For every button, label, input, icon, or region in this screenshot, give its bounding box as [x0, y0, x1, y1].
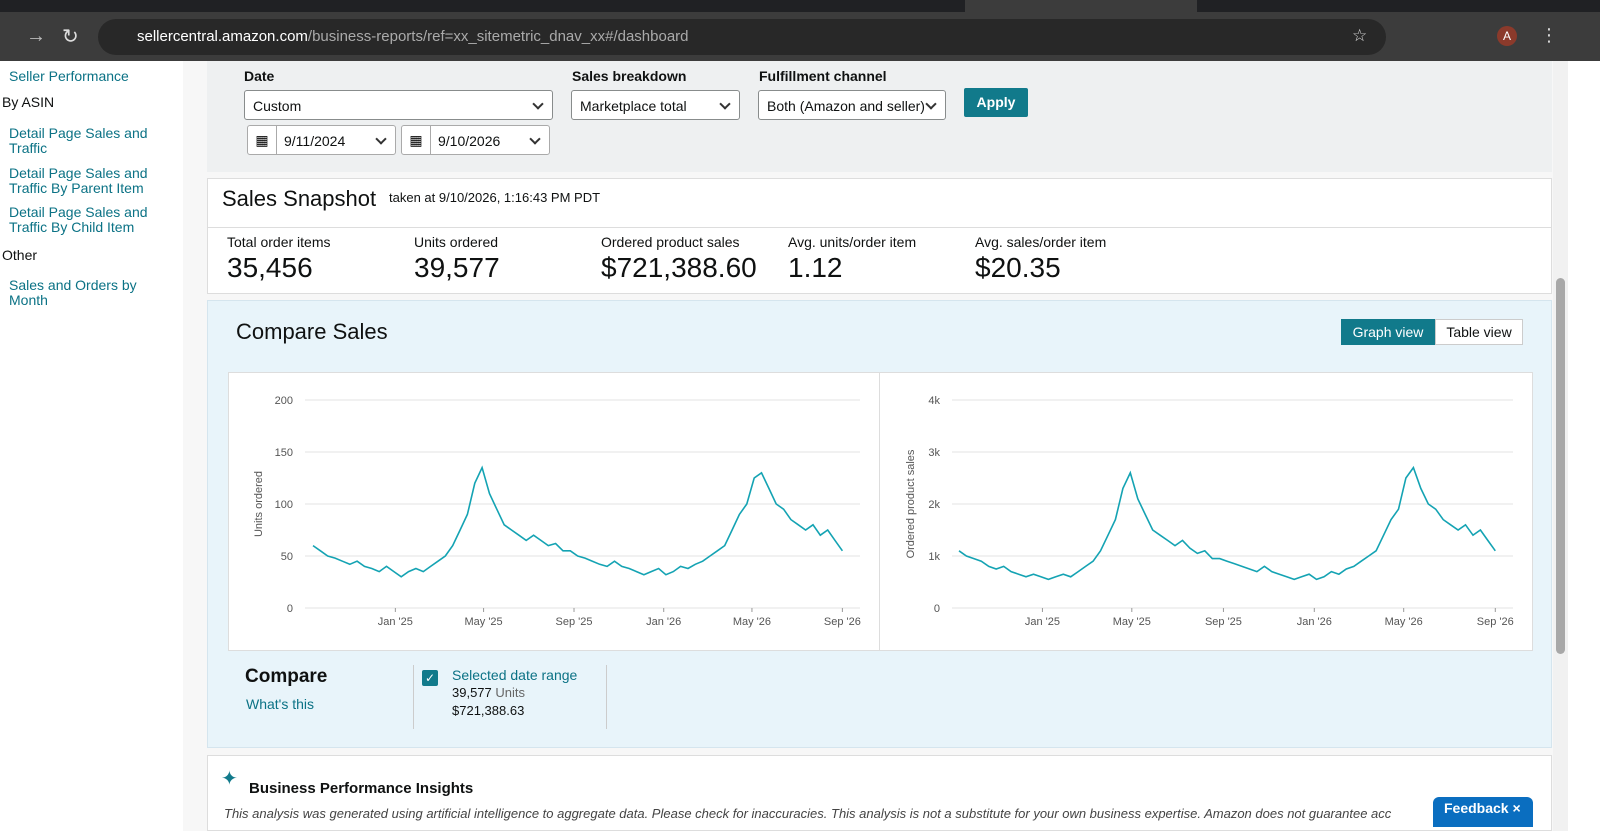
- x-tick-label: May '25: [1113, 616, 1151, 628]
- metric-value: $20.35: [975, 252, 1061, 283]
- divider: [606, 665, 607, 729]
- y-tick-label: 50: [281, 551, 293, 563]
- y-tick-label: 1k: [928, 551, 940, 563]
- y-tick-label: 200: [275, 395, 293, 407]
- whats-this-link[interactable]: What's this: [246, 696, 315, 712]
- snapshot-title: Sales Snapshot: [222, 186, 377, 211]
- url-path: /business-reports/ref=xx_sitemetric_dnav…: [307, 28, 689, 45]
- snapshot-time: taken at 9/10/2026, 1:16:43 PM PDT: [389, 190, 601, 205]
- range-checkbox[interactable]: ✓: [422, 670, 438, 686]
- sidebar-link[interactable]: Detail Page Sales and Traffic: [9, 125, 148, 156]
- metric-label: Avg. units/order item: [788, 234, 917, 250]
- x-tick-label: Sep '25: [556, 616, 593, 628]
- y-axis-label: Units ordered: [253, 471, 265, 537]
- x-tick-label: Jan '26: [1297, 616, 1332, 628]
- units-value: 39,577: [452, 685, 492, 700]
- apply-button[interactable]: Apply: [964, 88, 1028, 117]
- address-bar[interactable]: [98, 19, 1386, 55]
- metric-value: 35,456: [227, 252, 313, 283]
- calendar-icon[interactable]: ▦: [248, 126, 277, 154]
- tab[interactable]: [965, 0, 1197, 12]
- metric-label: Units ordered: [414, 234, 499, 250]
- divider: [879, 372, 880, 651]
- sidebar-link[interactable]: Seller Performance: [9, 68, 129, 84]
- data-line: [958, 465, 1496, 581]
- x-tick-label: May '26: [733, 616, 771, 628]
- metric-value: 39,577: [414, 252, 500, 283]
- y-tick-label: 2k: [928, 499, 940, 511]
- breakdown-select[interactable]: Marketplace total: [571, 90, 740, 120]
- url-host: sellercentral.amazon.com: [137, 28, 308, 45]
- filter-label: Sales breakdown: [572, 68, 687, 84]
- snapshot-panel: [207, 178, 1552, 294]
- metric-label: Total order items: [227, 234, 331, 250]
- calendar-icon[interactable]: ▦: [402, 126, 431, 154]
- reload-button[interactable]: ↻: [62, 26, 79, 48]
- x-tick-label: May '26: [1385, 616, 1423, 628]
- scrollbar-thumb[interactable]: [1556, 278, 1565, 654]
- table-view-button[interactable]: Table view: [1435, 319, 1523, 345]
- x-tick-label: May '25: [464, 616, 502, 628]
- metric-value: 1.12: [788, 252, 843, 283]
- sidebar-heading: Other: [2, 247, 38, 263]
- y-tick-label: 3k: [928, 447, 940, 459]
- x-tick-label: Jan '26: [646, 616, 681, 628]
- metric-value: $721,388.60: [601, 252, 757, 283]
- x-tick-label: Sep '26: [1477, 616, 1514, 628]
- range-units: 39,577 Units: [452, 685, 525, 700]
- y-axis-label: Ordered product sales: [905, 449, 917, 558]
- sidebar-heading: By ASIN: [2, 94, 55, 110]
- x-tick-label: Sep '25: [1205, 616, 1242, 628]
- feedback-text: Feedback: [1444, 800, 1509, 816]
- units-word: Units: [495, 685, 526, 700]
- tab-strip: [0, 0, 1600, 12]
- x-tick-label: Jan '25: [1025, 616, 1060, 628]
- divider: [207, 227, 1552, 228]
- y-tick-label: 0: [934, 603, 940, 615]
- sidebar-link[interactable]: Detail Page Sales and Traffic By Child I…: [9, 204, 148, 235]
- insights-panel: [207, 755, 1552, 831]
- compare-sales-title: Compare Sales: [236, 319, 388, 344]
- divider: [413, 665, 414, 729]
- filter-label: Fulfillment channel: [759, 68, 887, 84]
- fulfillment-select[interactable]: Both (Amazon and seller): [758, 90, 946, 120]
- end-date-input[interactable]: 9/10/2026: [401, 125, 550, 155]
- range-name: Selected date range: [452, 667, 578, 683]
- compare-title: Compare: [245, 666, 328, 687]
- x-tick-label: Jan '25: [378, 616, 413, 628]
- metric-label: Ordered product sales: [601, 234, 740, 250]
- start-date-input[interactable]: 9/11/2024: [247, 125, 396, 155]
- sidebar-link[interactable]: Detail Page Sales and Traffic By Parent …: [9, 165, 148, 196]
- data-line: [312, 465, 844, 578]
- metric-label: Avg. sales/order item: [975, 234, 1107, 250]
- y-tick-label: 100: [275, 499, 293, 511]
- insights-disclaimer: This analysis was generated using artifi…: [224, 806, 1392, 821]
- bookmark-star[interactable]: ☆: [1352, 26, 1368, 45]
- url: sellercentral.amazon.com/business-report…: [137, 28, 689, 45]
- filter-label: Date: [244, 68, 275, 84]
- range-sales: $721,388.63: [452, 703, 525, 718]
- chart-container: [228, 372, 1533, 651]
- profile-avatar[interactable]: A: [1497, 26, 1517, 46]
- graph-view-button[interactable]: Graph view: [1341, 319, 1435, 345]
- y-tick-label: 4k: [928, 395, 940, 407]
- date-select[interactable]: Custom: [244, 90, 553, 120]
- menu-button[interactable]: ⋮: [1540, 25, 1558, 45]
- x-tick-label: Sep '26: [824, 616, 861, 628]
- sidebar: [0, 61, 183, 831]
- sidebar-link[interactable]: Sales and Orders by Month: [9, 277, 137, 308]
- insights-title: Business Performance Insights: [249, 780, 474, 797]
- sparkle-icon: ✦: [221, 768, 238, 790]
- y-tick-label: 150: [275, 447, 293, 459]
- feedback-button[interactable]: Feedback ×: [1433, 797, 1533, 827]
- y-tick-label: 0: [287, 603, 293, 615]
- forward-button[interactable]: →: [26, 25, 46, 47]
